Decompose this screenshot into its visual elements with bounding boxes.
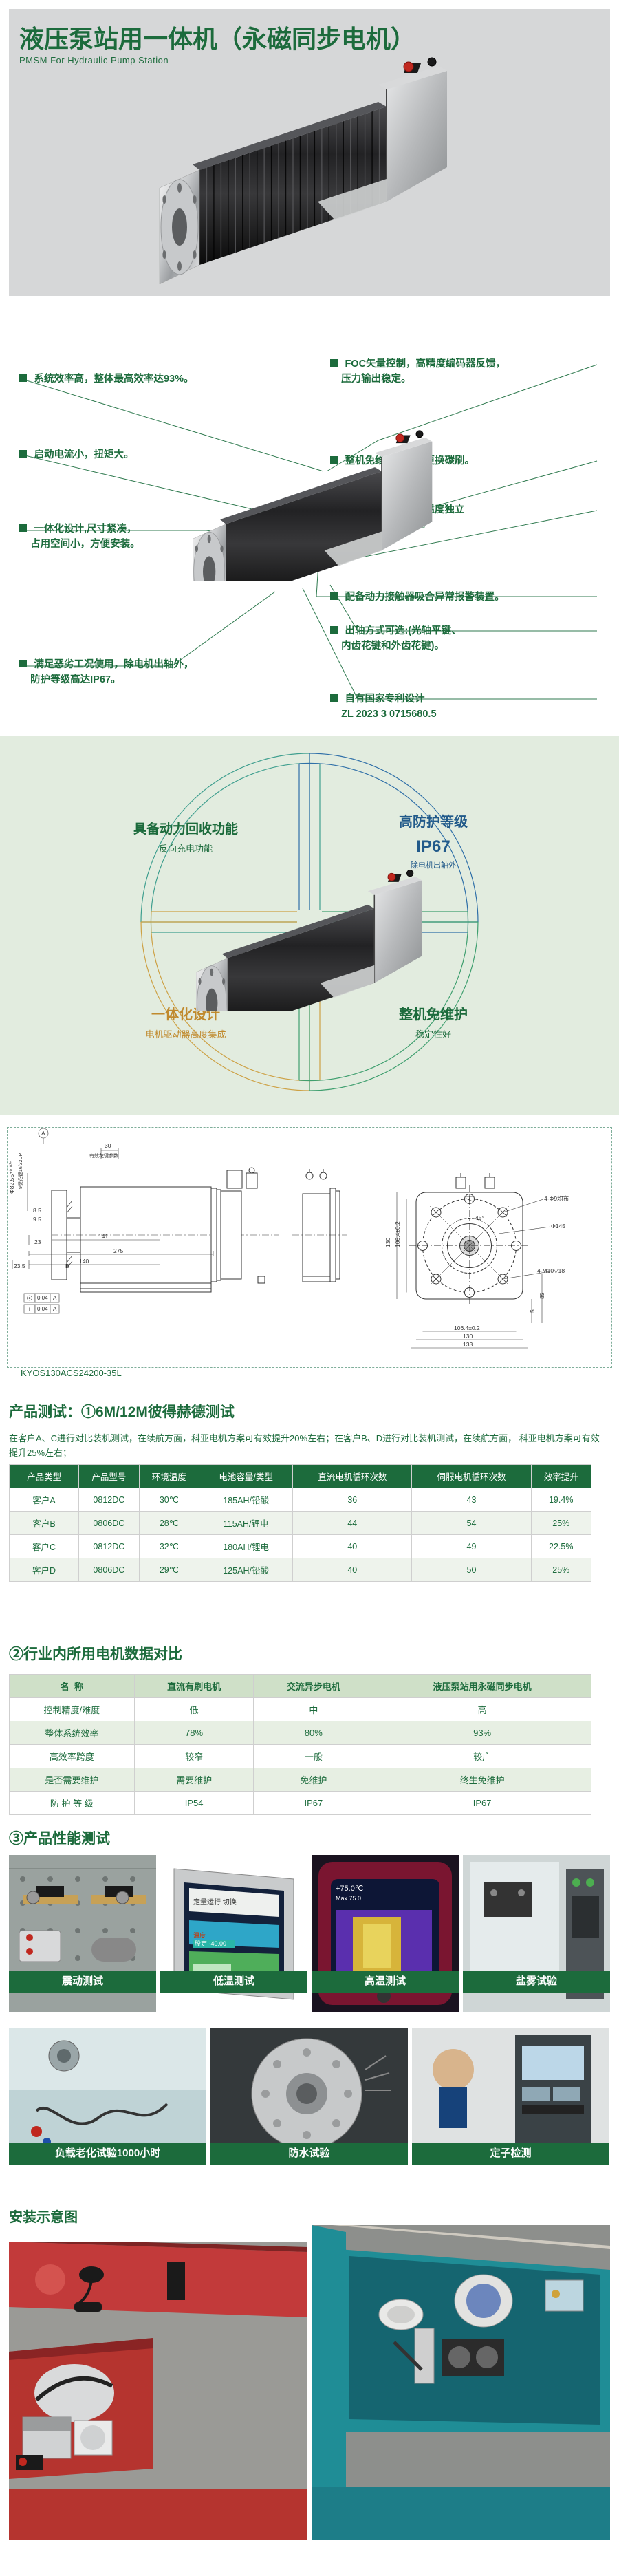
svg-text:定量运行 切换: 定量运行 切换 — [193, 1898, 237, 1907]
svg-text:Φ145: Φ145 — [551, 1223, 565, 1230]
svg-text:5: 5 — [529, 1309, 536, 1313]
svg-text:85: 85 — [539, 1292, 545, 1299]
svg-text:A: A — [41, 1130, 45, 1137]
svg-text:⊥: ⊥ — [27, 1307, 32, 1313]
svg-text:+75.0℃: +75.0℃ — [336, 1885, 363, 1893]
svg-text:4-M10▽18: 4-M10▽18 — [537, 1267, 565, 1274]
svg-text:A: A — [53, 1295, 57, 1301]
svg-text:9.5: 9.5 — [33, 1216, 41, 1223]
svg-text:106.4±0.2: 106.4±0.2 — [394, 1221, 401, 1247]
svg-text:0.04: 0.04 — [37, 1306, 48, 1312]
svg-text:275: 275 — [113, 1247, 123, 1254]
svg-text:4-Φ9均布: 4-Φ9均布 — [544, 1195, 569, 1202]
svg-text:23: 23 — [34, 1238, 41, 1245]
svg-text:23.5: 23.5 — [14, 1263, 25, 1269]
svg-text:股定 -40.00: 股定 -40.00 — [195, 1940, 226, 1947]
svg-text:Φ82.55⁺⁰·⁰³⁵: Φ82.55⁺⁰·⁰³⁵ — [8, 1160, 15, 1194]
svg-text:140: 140 — [79, 1258, 89, 1265]
svg-text:Max 75.0: Max 75.0 — [336, 1895, 361, 1902]
svg-text:有效花键参数: 有效花键参数 — [89, 1152, 118, 1159]
svg-text:A: A — [53, 1306, 57, 1312]
svg-text:130: 130 — [463, 1333, 473, 1340]
svg-text:106.4±0.2: 106.4±0.2 — [454, 1324, 480, 1331]
svg-text:45°: 45° — [475, 1214, 484, 1221]
svg-text:温度: 温度 — [193, 1931, 206, 1939]
svg-text:0.04: 0.04 — [37, 1295, 48, 1301]
svg-text:141: 141 — [98, 1233, 108, 1240]
svg-text:9键花键16/32DP: 9键花键16/32DP — [17, 1153, 23, 1189]
svg-text:30: 30 — [105, 1142, 111, 1149]
svg-text:133: 133 — [463, 1341, 473, 1348]
svg-text:8.5: 8.5 — [33, 1207, 41, 1214]
svg-text:B: B — [65, 1263, 69, 1269]
svg-text:130: 130 — [384, 1238, 391, 1247]
